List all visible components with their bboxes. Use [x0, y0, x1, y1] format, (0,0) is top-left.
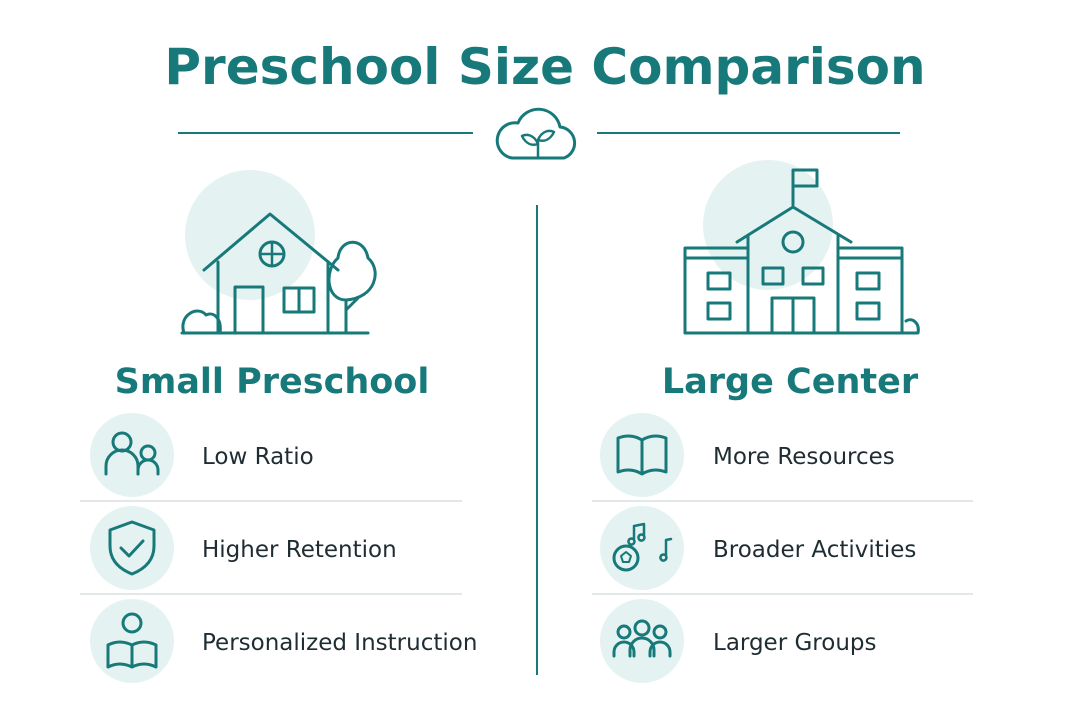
- icon-bg: [600, 506, 684, 590]
- heading: Large Center: [662, 362, 919, 402]
- shield-icon: [108, 520, 156, 576]
- item-label: Low Ratio: [202, 444, 314, 470]
- icon-bg: [600, 599, 684, 683]
- school-icon: [683, 168, 920, 335]
- reader-icon: [106, 612, 158, 669]
- item-label: Higher Retention: [202, 537, 397, 563]
- activities-icon: [612, 522, 673, 572]
- icon-bg: [90, 506, 174, 590]
- item-label: Broader Activities: [713, 537, 916, 563]
- item-label: Larger Groups: [713, 630, 876, 656]
- icon-bg: [703, 160, 833, 290]
- house-icon: [180, 212, 377, 335]
- heading: Small Preschool: [115, 362, 430, 402]
- book-icon: [616, 434, 668, 476]
- icon-bg: [90, 599, 174, 683]
- item-label: Personalized Instruction: [202, 630, 477, 656]
- title: Preschool Size Comparison: [164, 38, 925, 96]
- people-icon: [104, 431, 160, 476]
- group-icon: [612, 619, 672, 658]
- cloud-icon: [495, 107, 577, 160]
- item-label: More Resources: [713, 444, 895, 470]
